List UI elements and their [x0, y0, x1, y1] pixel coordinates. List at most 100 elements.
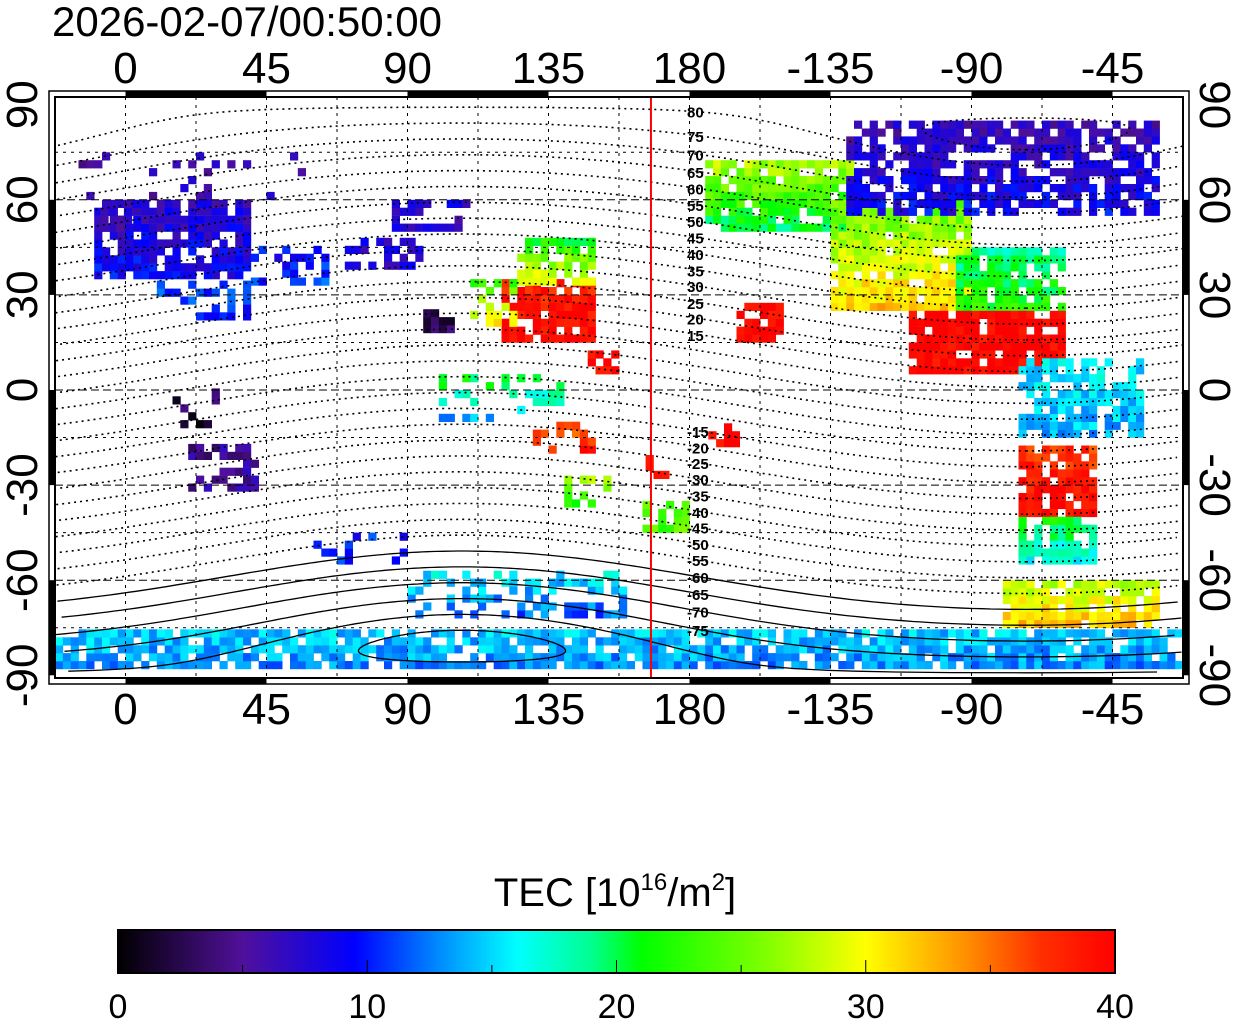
tec-cell [337, 629, 346, 638]
tec-cell [901, 207, 910, 216]
tec-cell [1034, 176, 1043, 185]
tec-cell [940, 334, 949, 343]
tec-cell [188, 199, 197, 208]
tec-cell [1026, 128, 1035, 137]
tec-cell [705, 176, 714, 185]
tec-cell [619, 653, 628, 662]
tec-cell [313, 645, 322, 654]
tec-cell [791, 207, 800, 216]
tec-cell [987, 128, 996, 137]
tec-cell [1018, 661, 1027, 670]
tec-cell [760, 223, 769, 232]
tec-cell [626, 645, 635, 654]
tec-cell [203, 239, 212, 248]
tec-cell [752, 215, 761, 224]
tec-cell [736, 191, 745, 201]
tec-cell [1112, 604, 1121, 613]
tec-cell [156, 215, 165, 224]
tec-cell [109, 263, 118, 272]
tec-cell [1010, 287, 1019, 296]
contour-label: 40 [687, 247, 704, 264]
tec-cell [485, 318, 494, 327]
tec-cell [1120, 168, 1129, 177]
tec-cell [1049, 629, 1058, 638]
tec-cell [102, 653, 111, 662]
tec-cell [673, 637, 682, 646]
tec-cell [760, 302, 769, 311]
tec-cell [141, 637, 150, 646]
tec-cell [736, 653, 745, 662]
border-bar [689, 91, 831, 97]
tec-cell [869, 223, 878, 232]
tec-cell [188, 207, 197, 216]
tec-cell [579, 445, 588, 454]
tec-cell [579, 475, 588, 484]
tec-cell [893, 239, 902, 248]
tec-cell [854, 255, 863, 264]
tec-cell [1034, 358, 1043, 367]
tec-cell [1018, 508, 1027, 518]
tec-cell [1010, 580, 1019, 589]
tec-cell [1159, 653, 1168, 662]
tec-cell [728, 653, 737, 662]
tec-cell [995, 176, 1004, 185]
tec-cell [995, 302, 1004, 311]
tec-cell [587, 437, 596, 446]
tec-cell [86, 160, 95, 169]
tec-cell [235, 223, 244, 232]
tec-cell [799, 160, 808, 169]
tec-cell [548, 661, 557, 670]
tec-cell [102, 629, 111, 638]
tec-cell [1151, 152, 1160, 161]
tec-cell [995, 128, 1004, 137]
tec-cell [1120, 629, 1129, 638]
tec-cell [1073, 508, 1082, 518]
tec-cell [767, 661, 776, 670]
tec-cell [760, 176, 769, 185]
tec-cell [724, 439, 733, 448]
tec-cell [752, 318, 761, 327]
tec-cell [846, 239, 855, 248]
tec-cell [932, 168, 941, 177]
tec-cell [963, 629, 972, 638]
tec-cell [399, 223, 408, 232]
tec-cell [705, 637, 714, 646]
tec-cell [752, 653, 761, 662]
tec-cell [603, 475, 612, 484]
tec-cell [219, 207, 228, 216]
tec-cell [987, 661, 996, 670]
tec-cell [587, 237, 596, 246]
tec-cell [916, 302, 925, 311]
tec-cell [979, 334, 988, 343]
tec-cell [885, 239, 894, 248]
tec-cell [1057, 350, 1066, 359]
tec-cell [1042, 611, 1051, 621]
tec-cell [1081, 500, 1090, 510]
tec-cell [1026, 619, 1035, 628]
tec-cell [485, 302, 494, 311]
tec-cell [572, 294, 581, 304]
tec-cell [760, 199, 769, 208]
tec-cell [814, 207, 823, 216]
tec-cell [509, 578, 518, 587]
tec-cell [916, 128, 925, 137]
tec-cell [940, 342, 949, 351]
contour-line [60, 439, 1182, 500]
tec-cell [1073, 184, 1082, 193]
left-lat-tick-label: -30 [0, 453, 47, 517]
tec-cell [274, 629, 283, 638]
tec-cell [297, 645, 306, 654]
tec-cell [940, 136, 949, 145]
tec-cell [799, 223, 808, 232]
tec-cell [1081, 152, 1090, 161]
tec-cell [172, 653, 181, 662]
tec-cell [1018, 136, 1027, 145]
tec-cell [1065, 405, 1074, 415]
tec-cell [337, 645, 346, 654]
contour-line [56, 534, 1178, 595]
tec-cell [415, 253, 424, 262]
tec-cell [1042, 556, 1051, 565]
tec-cell [172, 199, 181, 208]
tec-cell [1104, 207, 1113, 216]
tec-cell [924, 152, 933, 161]
